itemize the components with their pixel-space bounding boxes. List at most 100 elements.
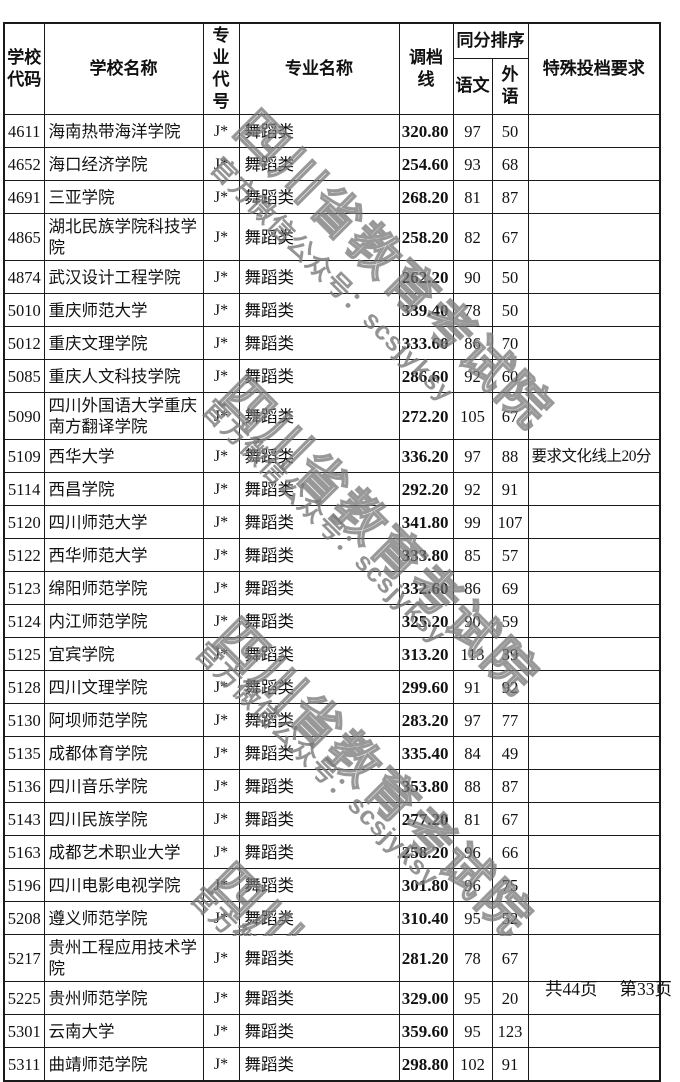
major-name-cell: 舞蹈类 xyxy=(238,213,400,261)
table-row: 5208 遵义师范学院 J* 舞蹈类 310.40 95 52 xyxy=(3,901,661,935)
major-name-cell: 舞蹈类 xyxy=(238,736,400,770)
score-line-cell: 333.60 xyxy=(398,326,454,360)
school-name-cell: 四川电影电视学院 xyxy=(43,868,204,902)
header-school-code: 学校代码 xyxy=(3,22,45,115)
school-code-cell: 5010 xyxy=(3,293,45,327)
major-name-cell: 舞蹈类 xyxy=(238,934,400,982)
table-row: 4611 海南热带海洋学院 J* 舞蹈类 320.80 97 50 xyxy=(3,114,661,148)
major-name-cell: 舞蹈类 xyxy=(238,260,400,294)
score-line-cell: 359.60 xyxy=(398,1014,454,1048)
chinese-score-cell: 96 xyxy=(452,868,493,902)
chinese-score-cell: 92 xyxy=(452,359,493,393)
major-name-cell: 舞蹈类 xyxy=(238,769,400,803)
foreign-score-cell: 66 xyxy=(491,835,529,869)
table-row: 5217 贵州工程应用技术学院 J* 舞蹈类 281.20 78 67 xyxy=(3,934,661,982)
special-note-cell xyxy=(527,703,661,737)
score-line-cell: 336.20 xyxy=(398,439,454,473)
score-line-cell: 272.20 xyxy=(398,392,454,440)
special-note-cell xyxy=(527,472,661,506)
special-note-cell xyxy=(527,359,661,393)
header-major-name: 专业名称 xyxy=(238,22,400,115)
table-row: 5010 重庆师范大学 J* 舞蹈类 339.40 78 50 xyxy=(3,293,661,327)
score-line-cell: 301.80 xyxy=(398,868,454,902)
footer-current-page: 第33页 xyxy=(619,979,673,999)
special-note-cell: 要求文化线上20分 xyxy=(527,439,661,473)
special-note-cell xyxy=(527,981,661,1015)
school-code-cell: 4611 xyxy=(3,114,45,148)
table-row: 4874 武汉设计工程学院 J* 舞蹈类 262.20 90 50 xyxy=(3,260,661,294)
score-line-cell: 339.40 xyxy=(398,293,454,327)
special-note-cell xyxy=(527,637,661,671)
major-code-cell: J* xyxy=(202,637,240,671)
school-code-cell: 5225 xyxy=(3,981,45,1015)
table-row: 5130 阿坝师范学院 J* 舞蹈类 283.20 97 77 xyxy=(3,703,661,737)
chinese-score-cell: 102 xyxy=(452,1047,493,1082)
score-line-cell: 332.60 xyxy=(398,571,454,605)
special-note-cell xyxy=(527,114,661,148)
major-code-cell: J* xyxy=(202,868,240,902)
major-code-cell: J* xyxy=(202,180,240,214)
special-note-cell xyxy=(527,505,661,539)
score-line-cell: 313.20 xyxy=(398,637,454,671)
special-note-cell xyxy=(527,538,661,572)
chinese-score-cell: 105 xyxy=(452,392,493,440)
major-code-cell: J* xyxy=(202,359,240,393)
foreign-score-cell: 49 xyxy=(491,736,529,770)
page-footer: 共44页 第33页 xyxy=(545,976,672,1001)
major-code-cell: J* xyxy=(202,114,240,148)
score-line-cell: 286.60 xyxy=(398,359,454,393)
table-row: 4652 海口经济学院 J* 舞蹈类 254.60 93 68 xyxy=(3,147,661,181)
special-note-cell xyxy=(527,802,661,836)
chinese-score-cell: 88 xyxy=(452,769,493,803)
table-row: 5122 西华师范大学 J* 舞蹈类 333.80 85 57 xyxy=(3,538,661,572)
major-code-cell: J* xyxy=(202,213,240,261)
school-code-cell: 5123 xyxy=(3,571,45,605)
major-code-cell: J* xyxy=(202,147,240,181)
major-code-cell: J* xyxy=(202,571,240,605)
major-code-cell: J* xyxy=(202,769,240,803)
chinese-score-cell: 95 xyxy=(452,1014,493,1048)
school-name-cell: 贵州师范学院 xyxy=(43,981,204,1015)
chinese-score-cell: 81 xyxy=(452,180,493,214)
score-line-cell: 333.80 xyxy=(398,538,454,572)
table-row: 5114 西昌学院 J* 舞蹈类 292.20 92 91 xyxy=(3,472,661,506)
special-note-cell xyxy=(527,769,661,803)
table-row: 5311 曲靖师范学院 J* 舞蹈类 298.80 102 91 xyxy=(3,1047,661,1082)
major-name-cell: 舞蹈类 xyxy=(238,180,400,214)
school-name-cell: 四川师范大学 xyxy=(43,505,204,539)
score-line-cell: 329.00 xyxy=(398,981,454,1015)
major-code-cell: J* xyxy=(202,736,240,770)
school-code-cell: 4652 xyxy=(3,147,45,181)
score-line-cell: 310.40 xyxy=(398,901,454,935)
foreign-score-cell: 59 xyxy=(491,604,529,638)
chinese-score-cell: 97 xyxy=(452,703,493,737)
header-tiebreak-chinese: 语文 xyxy=(452,57,493,116)
major-name-cell: 舞蹈类 xyxy=(238,637,400,671)
table-row: 5090 四川外国语大学重庆南方翻译学院 J* 舞蹈类 272.20 105 67 xyxy=(3,392,661,440)
score-line-cell: 292.20 xyxy=(398,472,454,506)
school-name-cell: 遵义师范学院 xyxy=(43,901,204,935)
foreign-score-cell: 67 xyxy=(491,934,529,982)
school-name-cell: 重庆文理学院 xyxy=(43,326,204,360)
table-row: 4691 三亚学院 J* 舞蹈类 268.20 81 87 xyxy=(3,180,661,214)
school-code-cell: 5163 xyxy=(3,835,45,869)
major-code-cell: J* xyxy=(202,326,240,360)
table-body: 4611 海南热带海洋学院 J* 舞蹈类 320.80 97 50 4652 海口经济学院 J* 舞… xyxy=(3,114,661,1082)
major-code-cell: J* xyxy=(202,670,240,704)
major-name-cell: 舞蹈类 xyxy=(238,326,400,360)
score-line-cell: 298.80 xyxy=(398,1047,454,1082)
foreign-score-cell: 69 xyxy=(491,571,529,605)
special-note-cell xyxy=(527,736,661,770)
chinese-score-cell: 96 xyxy=(452,835,493,869)
score-line-cell: 335.40 xyxy=(398,736,454,770)
table-row: 5143 四川民族学院 J* 舞蹈类 277.20 81 67 xyxy=(3,802,661,836)
table-row: 4865 湖北民族学院科技学院 J* 舞蹈类 258.20 82 67 xyxy=(3,213,661,261)
school-name-cell: 内江师范学院 xyxy=(43,604,204,638)
header-tiebreak-group: 同分排序 xyxy=(452,22,529,59)
school-name-cell: 西华师范大学 xyxy=(43,538,204,572)
school-name-cell: 西华大学 xyxy=(43,439,204,473)
school-code-cell: 4865 xyxy=(3,213,45,261)
chinese-score-cell: 97 xyxy=(452,439,493,473)
school-name-cell: 阿坝师范学院 xyxy=(43,703,204,737)
school-name-cell: 宜宾学院 xyxy=(43,637,204,671)
